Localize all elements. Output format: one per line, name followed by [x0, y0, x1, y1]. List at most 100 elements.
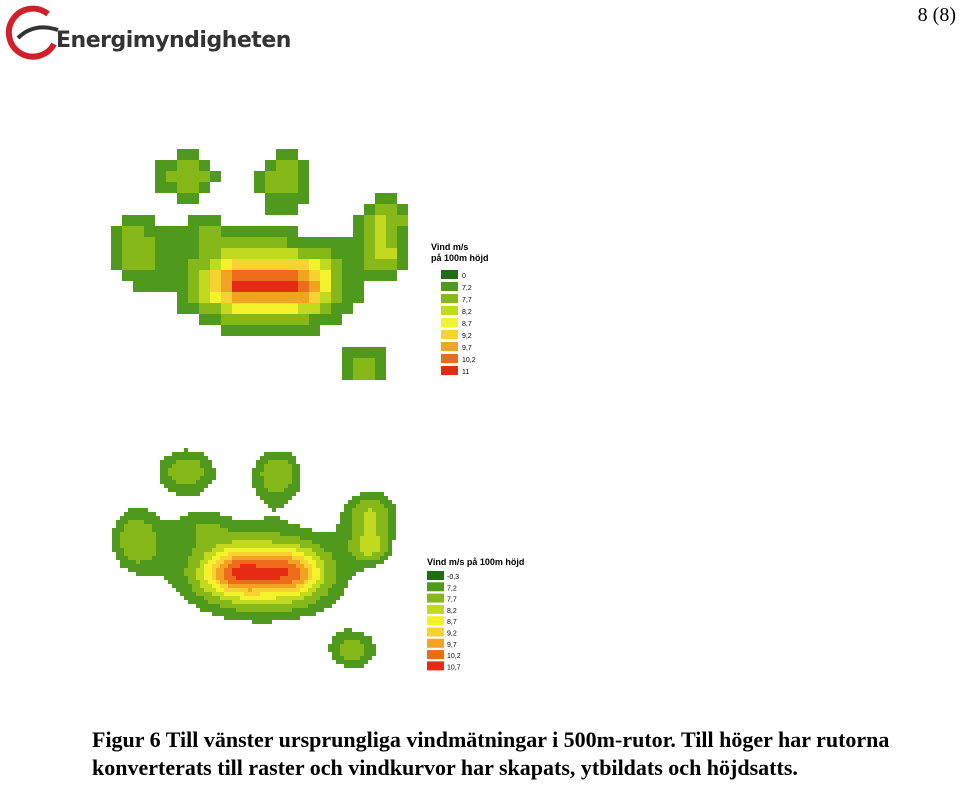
map-cell: [136, 552, 140, 556]
map-cell: [196, 532, 200, 536]
map-cell: [372, 524, 376, 528]
map-cell: [164, 520, 168, 524]
map-cell: [196, 468, 200, 472]
map-cell: [376, 540, 380, 544]
map-cell: [384, 496, 388, 500]
map-cell: [276, 281, 287, 292]
map-cell: [144, 560, 148, 564]
map-cell: [384, 524, 388, 528]
map-cell: [308, 588, 312, 592]
map-cell: [276, 468, 280, 472]
map-cell: [264, 484, 268, 488]
map-cell: [188, 193, 199, 204]
map-cell: [204, 580, 208, 584]
map-cell: [136, 524, 140, 528]
map-cell: [324, 544, 328, 548]
map-cell: [328, 552, 332, 556]
map-cell: [184, 536, 188, 540]
map-cell: [384, 512, 388, 516]
map-cell: [298, 248, 309, 259]
map-cell: [280, 564, 284, 568]
logo-text: Energimyndigheten: [56, 28, 291, 53]
map-cell: [216, 512, 220, 516]
map-cell: [168, 536, 172, 540]
map-cell: [180, 592, 184, 596]
map-cell: [392, 508, 396, 512]
map-cell: [160, 460, 164, 464]
map-cell: [136, 568, 140, 572]
map-cell: [324, 560, 328, 564]
map-cell: [176, 572, 180, 576]
map-cell: [298, 292, 309, 303]
map-cell: [280, 604, 284, 608]
map-cell: [320, 596, 324, 600]
map-cell: [236, 536, 240, 540]
map-cell: [300, 544, 304, 548]
map-cell: [372, 560, 376, 564]
map-cell: [320, 572, 324, 576]
map-cell: [264, 612, 268, 616]
map-cell: [298, 314, 309, 325]
map-cell: [128, 540, 132, 544]
map-cell: [232, 608, 236, 612]
map-cell: [176, 536, 180, 540]
map-cell: [176, 468, 180, 472]
map-cell: [348, 576, 352, 580]
map-cell: [356, 640, 360, 644]
map-cell: [336, 660, 340, 664]
map-cell: [260, 604, 264, 608]
map-cell: [160, 552, 164, 556]
map-cell: [188, 552, 192, 556]
map-cell: [192, 472, 196, 476]
map-cell: [386, 226, 397, 237]
map-cell: [268, 452, 272, 456]
map-cell: [298, 171, 309, 182]
map-cell: [304, 528, 308, 532]
map-cell: [228, 592, 232, 596]
map-cell: [120, 544, 124, 548]
map-cell: [268, 472, 272, 476]
map-cell: [244, 568, 248, 572]
map-cell: [120, 540, 124, 544]
map-cell: [240, 556, 244, 560]
map-cell: [380, 496, 384, 500]
map-cell: [352, 500, 356, 504]
map-cell: [156, 524, 160, 528]
map-cell: [340, 512, 344, 516]
map-cell: [172, 484, 176, 488]
map-cell: [272, 536, 276, 540]
map-cell: [300, 548, 304, 552]
map-cell: [360, 640, 364, 644]
map-cell: [256, 596, 260, 600]
map-cell: [348, 572, 352, 576]
map-cell: [344, 560, 348, 564]
map-cell: [254, 248, 265, 259]
map-cell: [380, 492, 384, 496]
map-cell: [172, 532, 176, 536]
map-cell: [348, 660, 352, 664]
map-cell: [188, 259, 199, 270]
map-cell: [254, 314, 265, 325]
legend-swatch: [427, 650, 444, 660]
map-cell: [320, 270, 331, 281]
map-cell: [353, 226, 364, 237]
map-cell: [320, 548, 324, 552]
map-cell: [276, 270, 287, 281]
map-cell: [240, 568, 244, 572]
map-cell: [284, 496, 288, 500]
map-cell: [268, 540, 272, 544]
map-cell: [220, 600, 224, 604]
map-cell: [252, 584, 256, 588]
map-cell: [164, 576, 168, 580]
map-cell: [280, 464, 284, 468]
legend-swatch: [441, 366, 458, 375]
map-cell: [196, 512, 200, 516]
map-cell: [152, 512, 156, 516]
map-cell: [236, 564, 240, 568]
map-cell: [120, 516, 124, 520]
map-cell: [244, 536, 248, 540]
map-cell: [380, 560, 384, 564]
map-cell: [148, 532, 152, 536]
legend-label: 9,7: [462, 345, 472, 352]
map-cell: [177, 259, 188, 270]
